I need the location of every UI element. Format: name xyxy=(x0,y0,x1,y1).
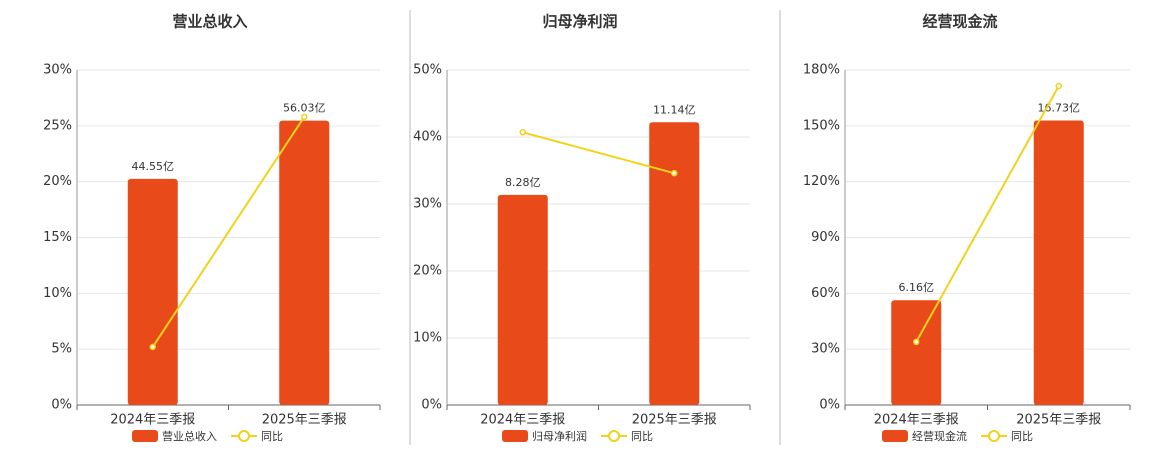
y-tick-label: 25% xyxy=(43,118,72,133)
point xyxy=(913,338,920,346)
x-tick-label: 2024年三季报 xyxy=(110,413,195,428)
y-tick-label: 0% xyxy=(51,398,72,413)
y-tick-label: 120% xyxy=(803,174,840,189)
bar xyxy=(497,194,548,405)
data-label: 6.16亿 xyxy=(899,281,935,294)
point xyxy=(519,129,526,136)
point xyxy=(301,113,308,121)
line xyxy=(522,131,675,175)
chart-title: 归母净利润 xyxy=(542,13,617,31)
y-tick-label: 0% xyxy=(421,398,442,413)
y-tick-label: 5% xyxy=(51,342,72,357)
x-tick-label: 2025年三季报 xyxy=(1016,413,1101,428)
y-tick-label: 10% xyxy=(413,331,442,346)
y-tick-label: 0% xyxy=(819,398,840,413)
bar xyxy=(127,178,178,405)
bar xyxy=(279,120,330,406)
y-tick-label: 30% xyxy=(43,63,72,78)
chart-title: 经营现金流 xyxy=(922,13,997,31)
y-tick-label: 20% xyxy=(413,264,442,279)
legend-label: 同比 xyxy=(631,430,653,443)
legend-swatch xyxy=(988,430,1000,442)
legend-swatch xyxy=(608,430,620,442)
data-label: 11.14亿 xyxy=(653,103,696,116)
y-tick-label: 30% xyxy=(811,342,840,357)
bar xyxy=(1033,120,1084,406)
legend-swatch xyxy=(502,430,528,442)
data-label: 44.55亿 xyxy=(132,160,175,173)
bar xyxy=(649,122,700,405)
y-tick-label: 60% xyxy=(811,286,840,301)
legend-label: 同比 xyxy=(1011,430,1033,443)
x-tick-label: 2025年三季报 xyxy=(262,413,347,428)
x-tick-label: 2024年三季报 xyxy=(874,413,959,428)
point xyxy=(1055,82,1062,90)
y-tick-label: 150% xyxy=(803,118,840,133)
legend-label: 归母净利润 xyxy=(532,429,587,443)
x-tick-label: 2024年三季报 xyxy=(480,413,565,428)
y-tick-label: 10% xyxy=(43,286,72,301)
point xyxy=(671,169,678,177)
y-tick-label: 20% xyxy=(43,174,72,189)
chart-title: 营业总收入 xyxy=(172,13,247,31)
legend-swatch xyxy=(882,430,908,442)
line xyxy=(915,85,1060,343)
legend-label: 同比 xyxy=(261,430,283,443)
data-label: 8.28亿 xyxy=(505,176,541,189)
x-tick-label: 2025年三季报 xyxy=(632,413,717,428)
y-tick-label: 40% xyxy=(413,130,442,145)
line xyxy=(151,116,306,348)
y-tick-label: 180% xyxy=(803,63,840,78)
legend-swatch xyxy=(238,430,250,442)
y-tick-label: 90% xyxy=(811,230,840,245)
y-tick-label: 30% xyxy=(413,197,442,212)
legend-label: 经营现金流 xyxy=(912,429,967,443)
legend-swatch xyxy=(132,430,158,442)
data-label: 56.03亿 xyxy=(283,102,326,115)
bar xyxy=(891,300,942,405)
point xyxy=(149,343,156,351)
y-tick-label: 15% xyxy=(43,230,72,245)
y-tick-label: 50% xyxy=(413,63,442,78)
legend-label: 营业总收入 xyxy=(162,429,217,443)
